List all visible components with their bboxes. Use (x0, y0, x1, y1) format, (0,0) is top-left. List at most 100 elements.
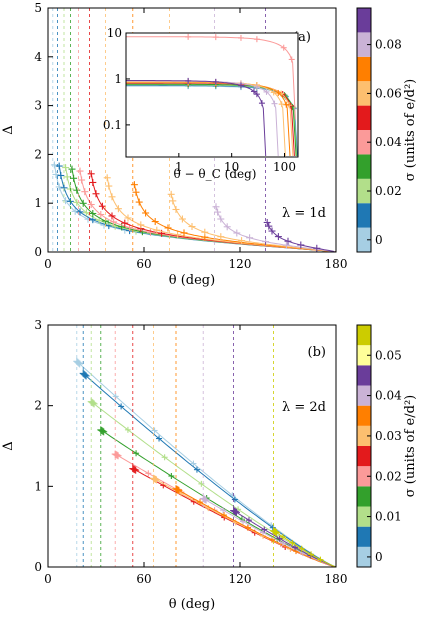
panel-b-series-10-point-3 (272, 529, 280, 537)
panel-a-series-6-point-6 (153, 226, 161, 234)
panel-b-series-0-point-tail-1 (151, 427, 158, 434)
panel-a-colorbar-tick-label-0: 0 (375, 233, 383, 247)
panel-a-series-6-point-2 (108, 193, 116, 201)
panel-a-colorbar-swatch-0 (357, 227, 371, 252)
inset-series-8-point-4 (270, 89, 277, 96)
panel-b-series-5-point-3 (132, 466, 140, 474)
panel-a-ytick-label-1: 1 (34, 196, 42, 210)
inset-xtick-label-1: 10 (224, 160, 239, 174)
panel-a-series-3-point-2 (73, 186, 81, 194)
panel-a-xtick-label-3: 180 (325, 257, 348, 271)
panel-a-series-7-point-0 (130, 181, 138, 189)
inset-frame (125, 32, 299, 158)
panel-a-series-4-point-0 (76, 167, 84, 175)
panel-b-series-7-point-3 (175, 486, 183, 494)
panel-a-ytick-label-4: 4 (34, 50, 42, 64)
panel-a-colorbar-tick-label-4: 0.08 (375, 38, 402, 52)
panel-a-series-9-point-4 (233, 229, 241, 237)
panel-a-series-9-point-7 (282, 241, 290, 249)
panel-b-colorbar-tick-label-2: 0.02 (375, 469, 402, 483)
panel-b-series-9-point-3 (232, 508, 240, 516)
inset-ytick-label-1: 1 (114, 72, 122, 86)
inset-ytick-label-2: 10 (107, 26, 122, 40)
panel-b-series-4-point-2 (113, 451, 121, 459)
panel-a-series-2-point-1 (63, 173, 71, 181)
panel-a-ytick-label-3: 3 (34, 99, 42, 113)
panel-a-series-9-line (215, 205, 336, 253)
inset-series-4-point-5 (288, 56, 295, 63)
panel-a-series-8-point-3 (178, 215, 186, 223)
panel-a-colorbar-swatch-9 (357, 8, 371, 33)
panel-b: 0 60 120 180 0 1 2 3 (b) λ = 2d θ (deg) Δ 0 0.01… (1, 318, 418, 612)
panel-b-colorbar-tick-label-1: 0.01 (375, 510, 402, 524)
panel-a-series-10-point-2 (268, 227, 276, 235)
panel-b-series-4-point-3 (114, 452, 122, 460)
panel-b-colorbar-swatch-10 (357, 345, 371, 366)
panel-b-ytick-label-3: 3 (34, 318, 42, 332)
panel-b-series-1-point-tail-1 (156, 435, 163, 442)
panel-b-colorbar-swatch-1 (357, 526, 371, 547)
panel-b-series-8-point-tail-1 (240, 518, 247, 525)
panel-a-colorbar-swatch-6 (357, 81, 371, 106)
panel-a-series-10-point-4 (284, 237, 292, 245)
inset-series-4-point-3 (253, 36, 260, 43)
inset-series-10-point-1 (212, 78, 219, 85)
panel-b-series-3-point-3 (100, 428, 108, 436)
panel-a-series-6-point-0 (103, 174, 111, 182)
panel-b-series-2-point-3 (90, 400, 98, 408)
panel-a-inset: 1 10 100 0.1 1 10 θ − θ_C (deg) (103, 26, 299, 181)
panel-a-colorbar-tick-label-1: 0.02 (375, 184, 402, 198)
inset-xtick-label-0: 1 (175, 160, 183, 174)
panel-a-series-4-point-5 (110, 218, 118, 226)
panel-a-colorbar-frame (356, 7, 372, 253)
panel-b-xtick-label-1: 60 (136, 572, 151, 586)
panel-b-ytick-label-2: 2 (34, 399, 42, 413)
panel-a-series-2-point-0 (62, 164, 70, 172)
panel-a-series-6-point-7 (174, 231, 182, 239)
panel-b-colorbar-label: σ (units of e/d²) (403, 395, 418, 497)
panel-b-series-10-point-tail-3 (308, 551, 315, 558)
panel-b-xlabel: θ (deg) (169, 597, 215, 612)
panel-a-series-3-point-1 (70, 174, 78, 182)
panel-a-series-7-point-5 (164, 224, 172, 232)
panel-b-series-7-point-tail-1 (221, 512, 227, 519)
panel-b-colorbar-swatch-4 (357, 466, 371, 487)
panel-b-colorbar: 0 0.01 0.02 0.03 0.04 0.05 (356, 324, 402, 568)
panel-a-series-1-point-0 (55, 162, 63, 170)
panel-a-colorbar-swatch-8 (357, 32, 371, 57)
panel-a-series-8-point-0 (167, 190, 175, 198)
panel-a-series-10-point-5 (297, 241, 305, 249)
panel-b-colorbar-swatch-3 (357, 486, 371, 507)
panel-b-series-8-point-tail-3 (279, 540, 286, 547)
panel-a-series-5-point-3 (98, 202, 106, 210)
panel-a-series-group (50, 8, 336, 253)
panel-b-series-6-point-3 (152, 476, 160, 484)
panel-b-series-7-point-tail-2 (245, 524, 251, 531)
panel-b-series-9-point-2 (232, 508, 240, 516)
panel-a-series-6-point-4 (124, 214, 132, 222)
inset-series-4-point-0 (185, 33, 192, 40)
panel-b-colorbar-frame (356, 324, 372, 568)
panel-a-series-6-point-1 (105, 182, 113, 190)
panel-a-series-5-point-4 (108, 212, 116, 220)
panel-a-series-8-point-5 (201, 228, 209, 236)
panel-a-colorbar: 0 0.02 0.04 0.06 0.08 (356, 7, 402, 253)
panel-b-series-0-point-2 (75, 359, 83, 367)
panel-a-series-10-point-0 (263, 218, 271, 226)
panel-b-series-1-line (82, 373, 337, 568)
inset-series-8-point-5 (278, 101, 285, 108)
panel-a-ytick-label-5: 5 (34, 1, 42, 15)
panel-a-series-0-point-2 (55, 183, 63, 191)
panel-b-series-1-point-tail-0 (118, 403, 125, 410)
panel-a-series-4-point-2 (81, 188, 89, 196)
inset-series-group (126, 33, 299, 157)
panel-b-series-7-line (175, 488, 337, 568)
panel-a-series-6-point-5 (137, 221, 145, 229)
panel-b-series-8-line (202, 497, 337, 568)
panel-b-colorbar-tick-label-3: 0.03 (375, 429, 402, 443)
panel-a-series-0-point-3 (62, 197, 70, 205)
panel-b-series-0-line (76, 360, 337, 568)
panel-b-series-8-point-3 (202, 496, 210, 504)
inset-series-9-point-3 (253, 83, 260, 90)
panel-a-colorbar-swatch-3 (357, 154, 371, 179)
